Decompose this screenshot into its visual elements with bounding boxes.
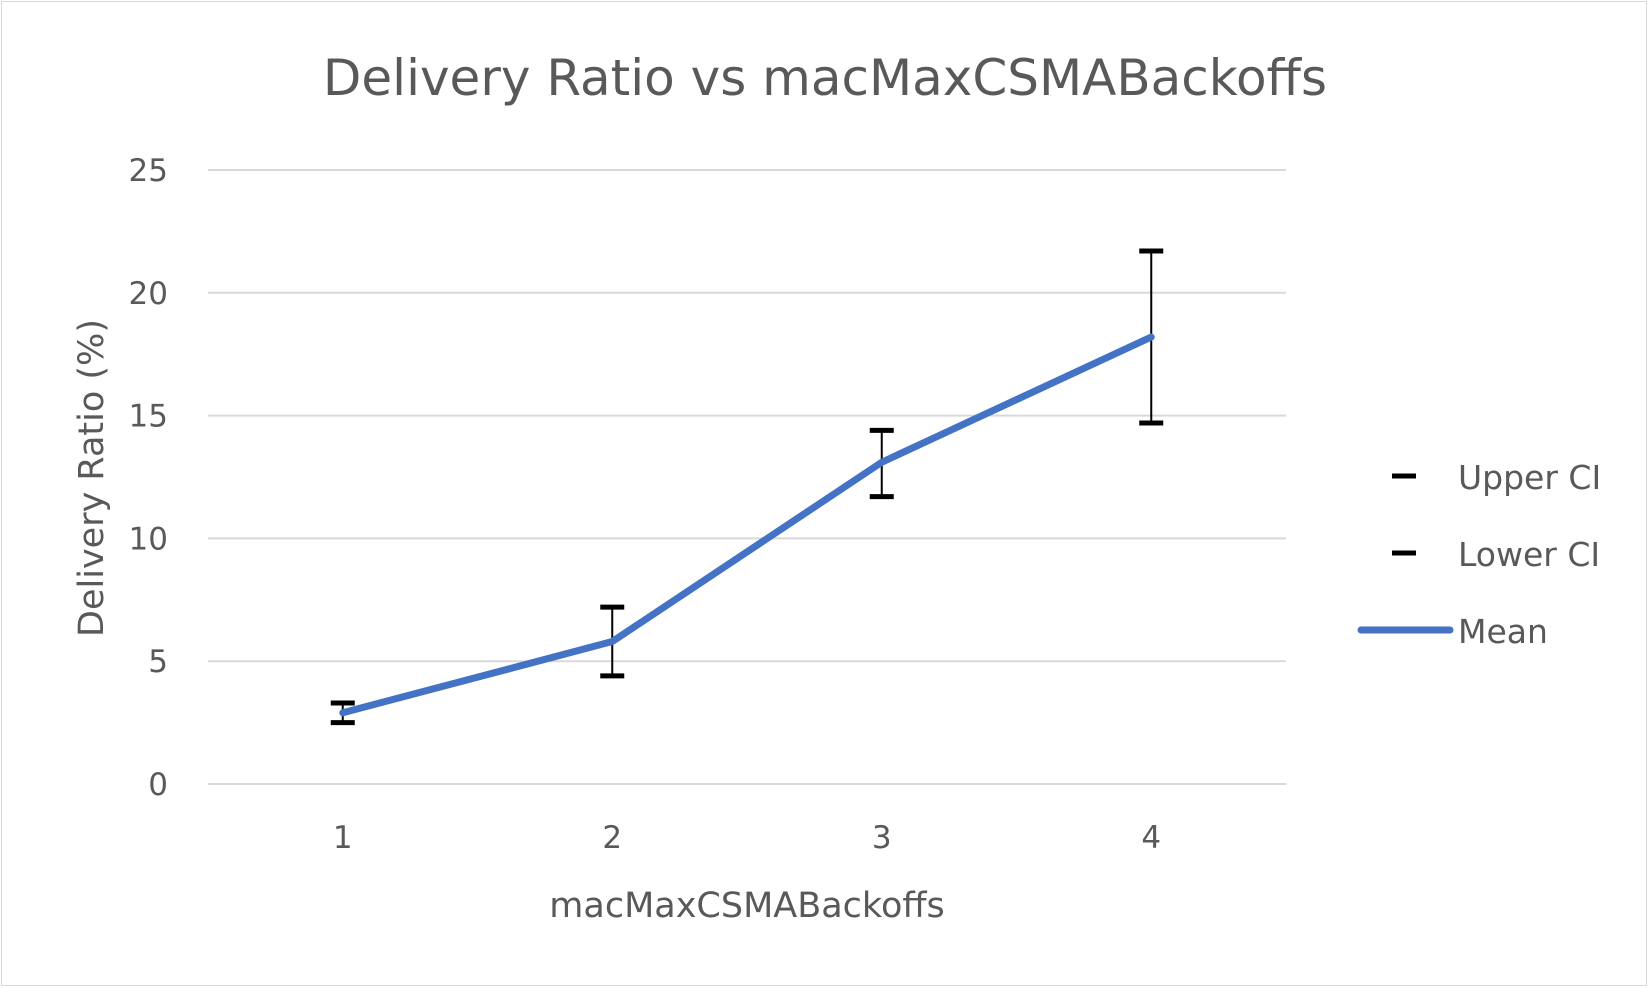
y-tick-label: 0 [148, 767, 168, 803]
x-tick-label: 4 [1141, 820, 1161, 856]
mean-line [339, 333, 1155, 717]
y-tick-label: 5 [148, 644, 168, 680]
legend-label: Mean [1458, 612, 1548, 651]
y-tick-label: 25 [129, 153, 168, 189]
x-axis-title: macMaxCSMABackoffs [549, 886, 944, 926]
y-tick-label: 10 [129, 521, 168, 557]
legend-label: Upper CI [1458, 458, 1601, 497]
y-tick-label: 15 [129, 399, 168, 435]
series-lines [330, 248, 1164, 726]
x-tick-label: 2 [602, 820, 622, 856]
x-tick-label: 1 [333, 820, 353, 856]
error-bars [341, 251, 1153, 723]
x-axis-ticks: 1 2 3 4 [333, 820, 1161, 856]
legend-label: Lower CI [1458, 535, 1600, 574]
y-axis-title: Delivery Ratio (%) [72, 319, 112, 637]
y-axis-ticks: 0 5 10 15 20 25 [129, 153, 168, 803]
y-tick-label: 20 [129, 276, 168, 312]
x-tick-label: 3 [872, 820, 892, 856]
chart-title: Delivery Ratio vs macMaxCSMABackoffs [323, 49, 1327, 107]
legend: Upper CI Lower CI Mean [1357, 458, 1601, 651]
gridlines [208, 169, 1286, 785]
